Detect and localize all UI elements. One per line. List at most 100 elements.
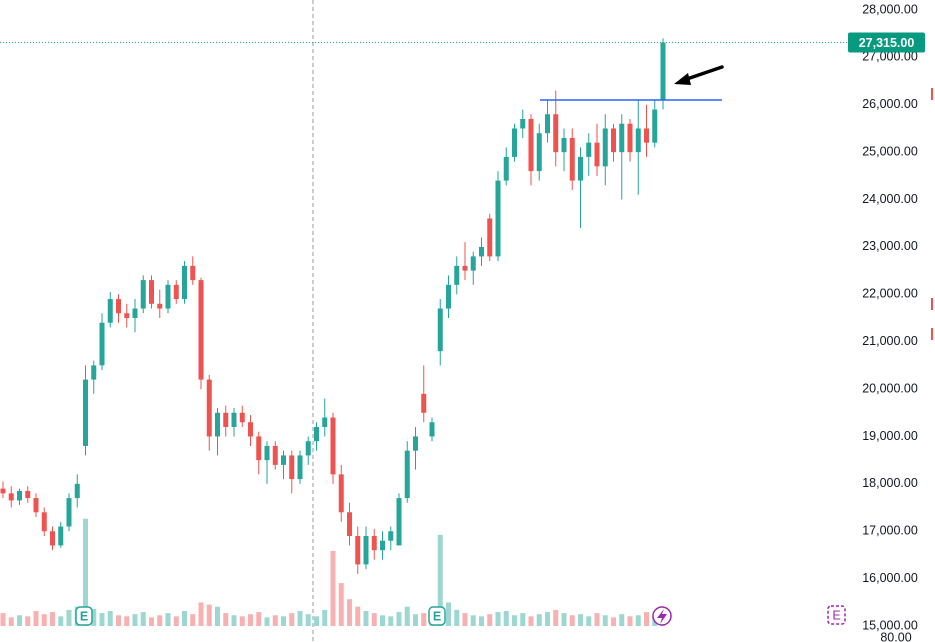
- candle-body: [545, 114, 550, 134]
- volume-bar: [396, 612, 402, 626]
- y-tick-label: 26,000.00: [862, 97, 918, 111]
- volume-bar: [256, 612, 262, 626]
- volume-bar: [363, 610, 369, 626]
- volume-bar: [322, 609, 328, 626]
- volume-bar: [132, 614, 138, 626]
- candle-body: [363, 535, 369, 565]
- candle-body: [239, 412, 245, 423]
- volume-bar: [215, 606, 220, 626]
- volume-bar: [454, 609, 460, 626]
- event-marker-box: [428, 606, 446, 626]
- volume-bar: [578, 614, 583, 626]
- candle-body: [25, 490, 31, 499]
- lightning-icon[interactable]: [652, 606, 672, 626]
- candle-body: [41, 512, 47, 532]
- volume-bar: [107, 610, 113, 626]
- candle-body: [446, 284, 451, 309]
- volume-bar: [627, 616, 633, 626]
- y-tick-label: 24,000.00: [862, 192, 918, 206]
- candle-body: [0, 488, 6, 494]
- volume-bar: [338, 583, 344, 626]
- volume-bar: [495, 612, 501, 626]
- volume-bar: [272, 615, 278, 626]
- volume-bar: [619, 614, 625, 626]
- volume-bar: [206, 604, 212, 626]
- candle-body: [380, 540, 385, 551]
- candle-body: [602, 128, 608, 167]
- volume-bar: [536, 614, 542, 626]
- candle-body: [107, 299, 113, 323]
- candle-body: [355, 535, 361, 565]
- volume-bar: [305, 614, 311, 626]
- candle-body: [429, 422, 435, 437]
- candle-body: [231, 412, 237, 427]
- y-tick-label: 20,000.00: [862, 381, 918, 395]
- candle-body: [611, 128, 616, 153]
- candle-body: [495, 180, 501, 257]
- candle-body: [520, 118, 526, 129]
- candle-body: [305, 441, 311, 456]
- candle-body: [83, 379, 88, 446]
- volume-bar: [545, 612, 550, 626]
- volume-bar: [140, 612, 146, 626]
- candle-body: [91, 365, 97, 380]
- volume-bar: [380, 615, 385, 626]
- y-tick-label: 15,000.00: [862, 618, 918, 632]
- candle-body: [578, 156, 583, 181]
- volume-bar: [17, 615, 22, 626]
- volume-bar: [586, 616, 592, 626]
- volume-bar: [91, 608, 97, 626]
- volume-bar: [330, 550, 336, 626]
- volume-bar: [503, 610, 509, 626]
- candle-body: [635, 128, 641, 153]
- volume-bar: [182, 610, 187, 626]
- volume-bar: [264, 617, 270, 626]
- volume-bar: [462, 613, 468, 626]
- y-tick-label: 27,000.00: [862, 50, 918, 64]
- y-tick-label: 21,000.00: [862, 334, 918, 348]
- arrow: [674, 65, 724, 85]
- event-marker: E: [433, 609, 441, 623]
- volume-bar: [437, 534, 443, 626]
- candle-body: [182, 265, 187, 300]
- y-tick-label: 23,000.00: [862, 239, 918, 253]
- candle-body: [652, 109, 658, 143]
- candle-body: [50, 531, 55, 546]
- candle-body: [627, 123, 633, 153]
- candle-body: [116, 299, 121, 314]
- edge-marker: [931, 328, 933, 340]
- candle-body: [454, 265, 460, 285]
- volume-bar: [314, 616, 319, 626]
- y-tick-label: 18,000.00: [862, 476, 918, 490]
- candle-body: [99, 322, 105, 366]
- candle-body: [17, 490, 22, 501]
- volume-axis-label: 80.00: [880, 630, 911, 642]
- candle-body: [165, 284, 171, 309]
- volume-bar: [25, 616, 31, 626]
- volume-bar: [561, 613, 567, 626]
- volume-bar: [58, 616, 64, 626]
- volume-bar: [644, 612, 649, 626]
- volume-bar: [520, 613, 526, 626]
- candle-body: [124, 313, 130, 318]
- y-tick-label: 19,000.00: [862, 429, 918, 443]
- volume-bar: [124, 616, 130, 626]
- volume-bar: [421, 613, 427, 626]
- candle-body: [404, 450, 410, 499]
- volume-bar: [569, 615, 575, 626]
- candle-body: [487, 218, 493, 257]
- volume-bar: [553, 609, 559, 626]
- volume-bar: [479, 616, 484, 626]
- candle-body: [503, 156, 509, 181]
- candle-body: [248, 422, 253, 437]
- volume-bar: [512, 615, 517, 626]
- candle-body: [322, 417, 328, 427]
- volume-bar: [239, 616, 245, 626]
- volume-bar: [281, 616, 286, 626]
- candle-body: [264, 445, 270, 461]
- volume-bar: [404, 606, 410, 626]
- event-marker-box: [827, 605, 846, 625]
- y-tick-label: 17,000.00: [862, 524, 918, 538]
- candle-body: [470, 256, 476, 271]
- volume-bar: [83, 518, 88, 626]
